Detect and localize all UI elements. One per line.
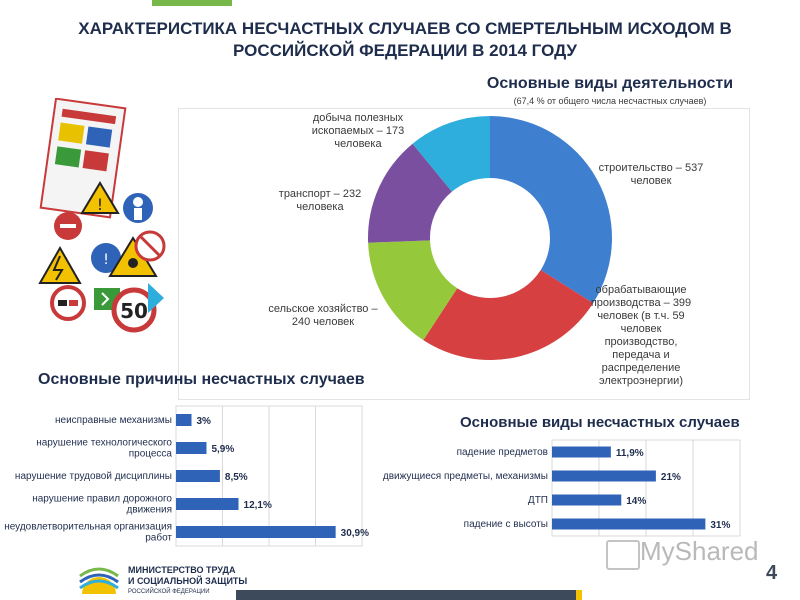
safety-signs-collage-icon: ! ! 50 bbox=[38, 98, 166, 333]
bar-category-label: нарушение правил дорожного движения bbox=[32, 494, 172, 516]
bar-category-label: падение с высоты bbox=[464, 519, 548, 530]
bar bbox=[552, 470, 656, 482]
bar bbox=[552, 446, 611, 458]
bar-value-label: 11,9% bbox=[616, 448, 644, 459]
bar-value-label: 3% bbox=[197, 416, 212, 427]
bar bbox=[176, 526, 336, 538]
causes-chart-title: Основные причины несчастных случаев bbox=[38, 371, 365, 388]
ministry-name-line3: РОССИЙСКОЙ ФЕДЕРАЦИИ bbox=[128, 589, 210, 595]
causes-bar-chart: 3% неисправные механизмы 5,9% нарушение тех… bbox=[4, 405, 369, 547]
donut-label-mining: добыча полезных ископаемых – 173 человек… bbox=[311, 112, 405, 150]
donut-label-construction: строительство – 537 человек bbox=[598, 162, 704, 187]
bar-category-label: неисправные механизмы bbox=[55, 415, 172, 426]
watermark-text: MyShared bbox=[640, 536, 759, 566]
bar-value-label: 5,9% bbox=[211, 444, 234, 455]
bar-category-label: ДТП bbox=[528, 495, 548, 506]
page-number: 4 bbox=[766, 562, 778, 584]
bar-category-label: неудовлетворительная организация работ bbox=[4, 522, 172, 544]
ministry-name: МИНИСТЕРСТВО ТРУДА И СОЦИАЛЬНОЙ ЗАЩИТЫ Р… bbox=[128, 565, 247, 598]
bar bbox=[176, 414, 192, 426]
bar bbox=[176, 498, 239, 510]
kinds-chart-title: Основные виды несчастных случаев bbox=[460, 414, 740, 431]
bar-value-label: 8,5% bbox=[225, 472, 248, 483]
svg-text:50: 50 bbox=[120, 299, 148, 323]
page-title: ХАРАКТЕРИСТИКА НЕСЧАСТНЫХ СЛУЧАЕВ СО СМЕ… bbox=[78, 19, 732, 60]
bar-value-label: 31% bbox=[710, 520, 730, 531]
bar-category-label: нарушение технологического процесса bbox=[36, 438, 172, 460]
kinds-bar-chart: 11,9% падение предметов 21% движущиеся пред… bbox=[383, 439, 741, 537]
ministry-sun-logo-icon bbox=[79, 567, 119, 594]
top-accent-bar bbox=[152, 0, 232, 6]
bar-value-label: 30,9% bbox=[341, 528, 369, 539]
bottom-bar bbox=[236, 590, 576, 600]
bar bbox=[552, 494, 622, 506]
donut-label-agriculture: сельское хозяйство – 240 человек bbox=[268, 303, 378, 328]
bar bbox=[176, 442, 207, 454]
donut-label-transport: транспорт – 232 человека bbox=[278, 188, 362, 213]
donut-chart-title: Основные виды деятельности bbox=[486, 75, 734, 92]
donut-chart-frame bbox=[178, 108, 750, 400]
bar-category-label: падение предметов bbox=[457, 447, 548, 458]
ministry-name-line2: И СОЦИАЛЬНОЙ ЗАЩИТЫ bbox=[128, 576, 248, 586]
svg-text:!: ! bbox=[97, 195, 103, 214]
bar-category-label: нарушение трудовой дисциплины bbox=[15, 471, 172, 482]
bar bbox=[176, 470, 220, 482]
bar-value-label: 14% bbox=[626, 496, 646, 507]
ministry-name-line1: МИНИСТЕРСТВО ТРУДА bbox=[128, 565, 236, 575]
bottom-accent bbox=[576, 590, 582, 600]
bar-category-label: движущиеся предметы, механизмы bbox=[383, 471, 548, 482]
bar-value-label: 12,1% bbox=[244, 500, 272, 511]
donut-label-manufacturing: обрабатывающие производства – 399 челове… bbox=[590, 284, 692, 387]
bar-value-label: 21% bbox=[661, 472, 681, 483]
svg-text:!: ! bbox=[103, 252, 109, 268]
presentation-board-icon bbox=[606, 540, 640, 570]
bar bbox=[552, 518, 706, 530]
donut-chart-subtitle: (67,4 % от общего числа несчастных случа… bbox=[513, 96, 707, 106]
